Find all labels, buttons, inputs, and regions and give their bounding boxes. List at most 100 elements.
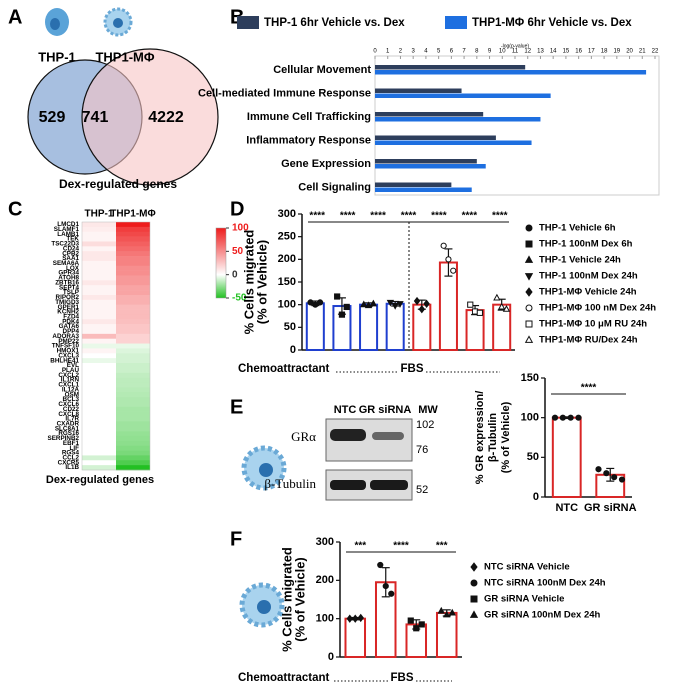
- venn-count: 529: [39, 109, 66, 126]
- significance-label: ****: [340, 211, 356, 222]
- row-label: SERPINB2: [48, 435, 80, 442]
- heatmap-cell: [116, 416, 150, 422]
- error-bar: [444, 248, 453, 277]
- x-tick-label: 22: [652, 49, 659, 55]
- legend-label: THP-1 100nM Dex 24h: [539, 271, 638, 282]
- heatmap-cell: [116, 343, 150, 349]
- x-tick-label: 5: [437, 49, 441, 55]
- significance-label: ****: [370, 211, 386, 222]
- column-label: THP-1: [85, 209, 114, 220]
- category-label: Immune Cell Trafficking: [247, 111, 371, 123]
- y-tick-label: 50: [527, 451, 539, 463]
- heatmap-cell: [116, 387, 150, 393]
- heatmap-cell: [82, 290, 116, 296]
- legend-label: THP-1 6hr Vehicle vs. Dex: [264, 17, 405, 29]
- bar: [551, 416, 582, 498]
- heatmap-cell: [116, 304, 150, 310]
- significance-label: ****: [462, 211, 478, 222]
- data-point: [382, 582, 389, 590]
- heatmap-cell: [116, 226, 150, 233]
- data-point: [338, 311, 346, 318]
- heatmap-cell: [82, 319, 116, 325]
- blot-row-label: β-Tubulin: [264, 476, 316, 491]
- panel-label: D: [230, 198, 244, 220]
- row-label: BHLHE41: [50, 357, 79, 364]
- legend-marker: [525, 287, 533, 297]
- colorbar-label: -50: [232, 293, 247, 304]
- x-tick-label: 10: [499, 49, 506, 55]
- data-point: [443, 610, 451, 618]
- data-point: [450, 267, 457, 274]
- cell-icon: [239, 582, 285, 628]
- legend-label: THP1-MΦ 100 nM Dex 24h: [539, 303, 656, 314]
- y-axis-label: (% of Vehicle): [254, 240, 269, 325]
- row-label: CD22: [63, 406, 80, 413]
- x-tick-label: 14: [550, 49, 557, 55]
- x-tick-label: 9: [488, 49, 492, 55]
- legend-swatch: [237, 16, 259, 29]
- heatmap-cell: [116, 372, 150, 378]
- heatmap-cell: [82, 421, 116, 427]
- data-point: [603, 470, 610, 477]
- y-tick-label: 300: [316, 536, 334, 548]
- y-tick-label: 0: [290, 344, 296, 356]
- x-tick-label: 0: [373, 49, 377, 55]
- heatmap-cell: [116, 333, 150, 340]
- data-point: [567, 414, 574, 421]
- heatmap-cell: [116, 440, 150, 446]
- x-tick-label: 19: [613, 49, 620, 55]
- venn-set: [81, 48, 219, 186]
- panel-label: C: [8, 198, 22, 220]
- x-tick-label: 17: [588, 49, 595, 55]
- y-axis-label: % Cells migrated: [279, 547, 294, 652]
- x-tick-label: 16: [575, 49, 582, 55]
- heatmap-cell: [116, 314, 150, 320]
- data-point: [396, 301, 404, 308]
- heatmap-cell: [82, 406, 116, 412]
- data-point: [440, 242, 447, 249]
- heatmap-cell: [116, 411, 150, 417]
- data-point: [334, 293, 341, 300]
- group-label: FBS: [391, 672, 414, 684]
- heatmap-cell: [82, 372, 116, 378]
- legend-label: THP-1 Vehicle 24h: [539, 255, 621, 266]
- data-point: [418, 621, 425, 628]
- significance-label: ****: [492, 211, 508, 222]
- heatmap-cell: [116, 328, 150, 335]
- x-axis-label: Chemoattractant: [238, 672, 330, 684]
- row-label: TNFSF10: [52, 343, 80, 350]
- legend-marker: [525, 320, 533, 328]
- row-label: LOX: [66, 265, 80, 272]
- row-label: EBF1: [63, 440, 80, 447]
- legend-swatch: [445, 16, 467, 29]
- significance-label: ***: [436, 541, 448, 552]
- data-point: [343, 303, 350, 311]
- heatmap-cell: [116, 426, 150, 432]
- row-label: FZD4: [63, 313, 79, 320]
- data-point: [307, 299, 314, 306]
- bar: [375, 135, 496, 140]
- x-tick-label: GR siRNA: [584, 502, 637, 514]
- bar: [385, 302, 405, 352]
- heatmap-cell: [116, 280, 150, 286]
- colorbar: [215, 227, 227, 299]
- western-blot: NTC GR siRNA MW GRα β-Tubulin 102 76 52: [264, 404, 438, 501]
- row-label: PDK4: [62, 318, 79, 325]
- heatmap-cell: [82, 416, 116, 422]
- heatmap-cell: [116, 270, 150, 276]
- row-label: CXCR5: [58, 459, 80, 466]
- data-point: [618, 476, 626, 483]
- row-label: OSM: [65, 391, 79, 398]
- row-label: BCL3: [63, 396, 80, 403]
- heatmap-cell: [82, 270, 116, 276]
- panel-label: F: [230, 528, 242, 550]
- heatmap-cell: [116, 265, 150, 271]
- heatmap-cell: [82, 251, 116, 257]
- row-label: SEPT4: [59, 284, 79, 291]
- data-point: [377, 561, 384, 569]
- mw-label: 102: [416, 419, 434, 431]
- x-tick-label: 6: [450, 49, 454, 55]
- y-tick-label: 0: [533, 491, 539, 503]
- x-axis-label: Chemoattractant: [238, 363, 330, 375]
- row-label: ATOH8: [58, 275, 79, 282]
